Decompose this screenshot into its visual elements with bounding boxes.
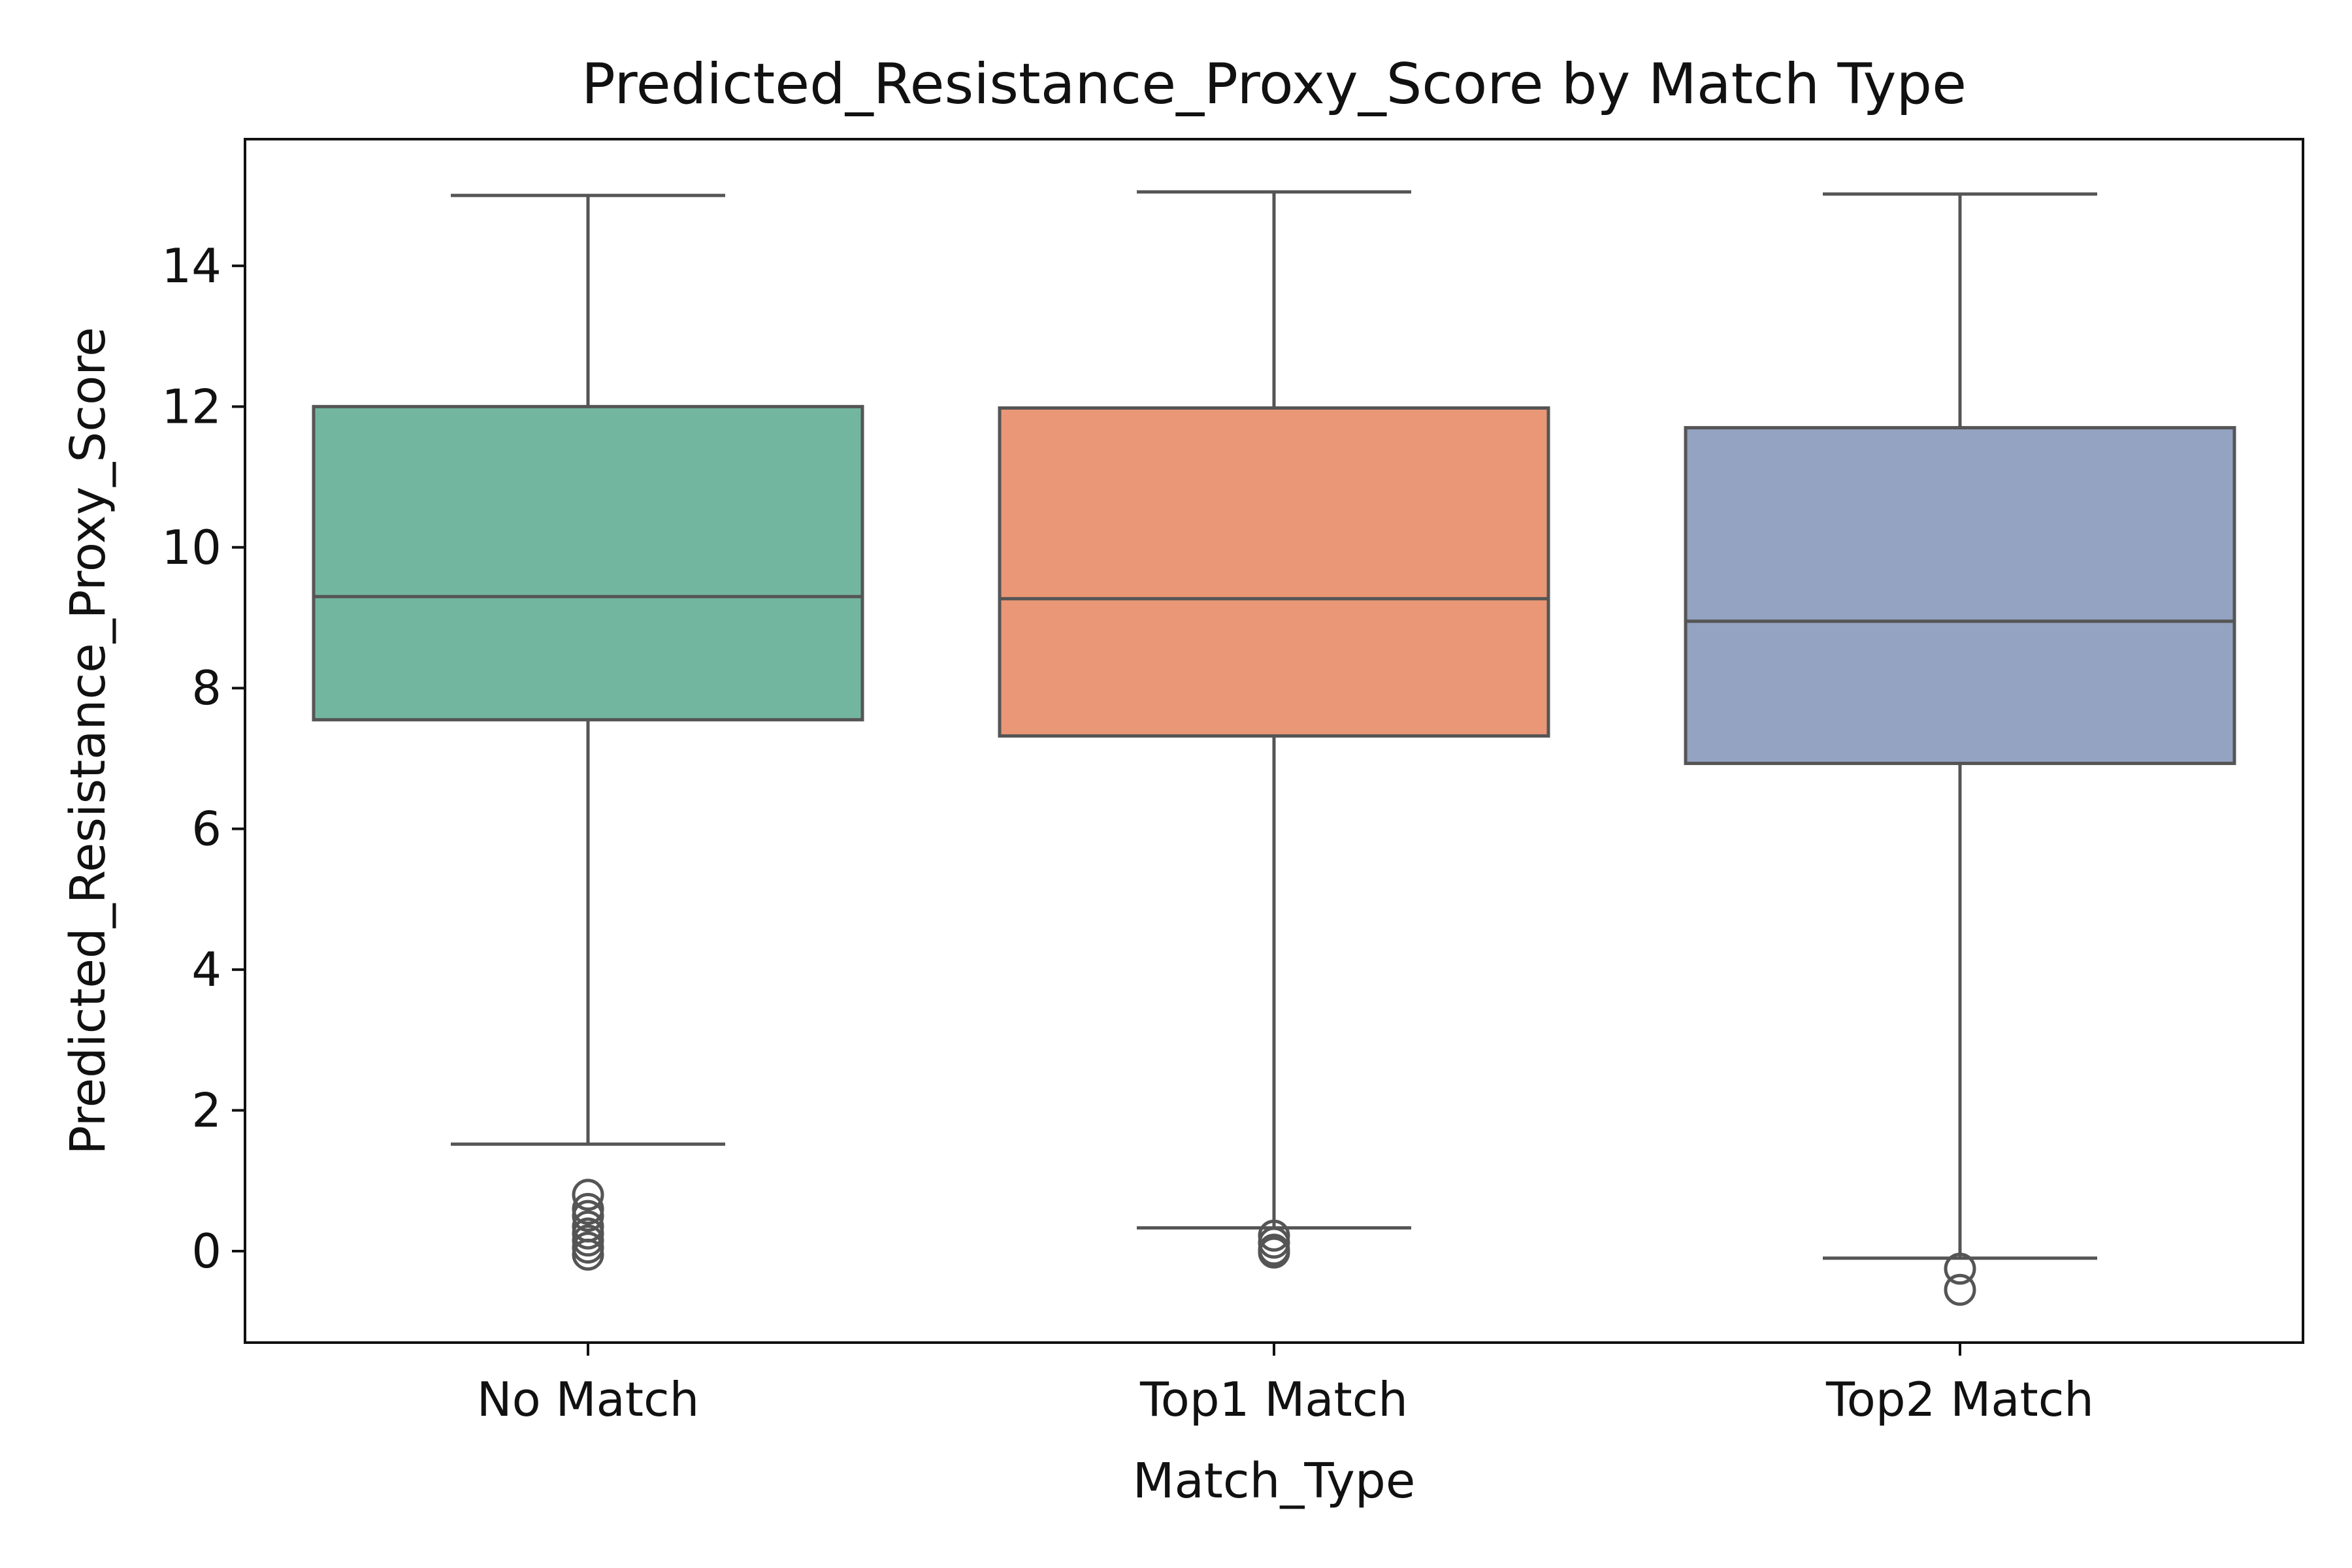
iqr-box (1684, 426, 2236, 765)
x-axis-label: Match_Type (1133, 1453, 1416, 1509)
iqr-box (312, 404, 864, 722)
outlier-point (572, 1179, 604, 1211)
y-tick-label: 12 (161, 379, 221, 434)
x-axis: No Match Top1 Match Top2 Match (477, 1343, 2094, 1427)
iqr-box (998, 406, 1550, 738)
outlier-point (572, 1238, 604, 1271)
outlier-point (1258, 1236, 1290, 1269)
outlier-point (572, 1200, 604, 1232)
outlier-point (1944, 1252, 1976, 1285)
chart-title: Predicted_Resistance_Proxy_Score by Matc… (581, 52, 1967, 117)
x-tick-label: Top1 Match (1139, 1372, 1408, 1427)
box-group (312, 193, 864, 1271)
box-group (998, 190, 1550, 1269)
y-axis-label: Predicted_Resistance_Proxy_Score (60, 327, 116, 1154)
outlier-point (1944, 1273, 1976, 1306)
y-tick-label: 0 (191, 1224, 221, 1279)
x-tick-label: Top2 Match (1825, 1372, 2094, 1427)
plot-area (312, 190, 2236, 1306)
x-tick-label: No Match (477, 1372, 700, 1427)
y-tick-label: 10 (161, 520, 221, 575)
y-tick-label: 4 (191, 942, 221, 997)
y-tick-label: 2 (191, 1083, 221, 1138)
y-axis: 0 2 4 6 8 10 12 14 (161, 238, 245, 1279)
box-group (1684, 192, 2236, 1306)
y-tick-label: 6 (191, 802, 221, 857)
y-tick-label: 14 (161, 238, 221, 293)
y-tick-label: 8 (191, 661, 221, 715)
